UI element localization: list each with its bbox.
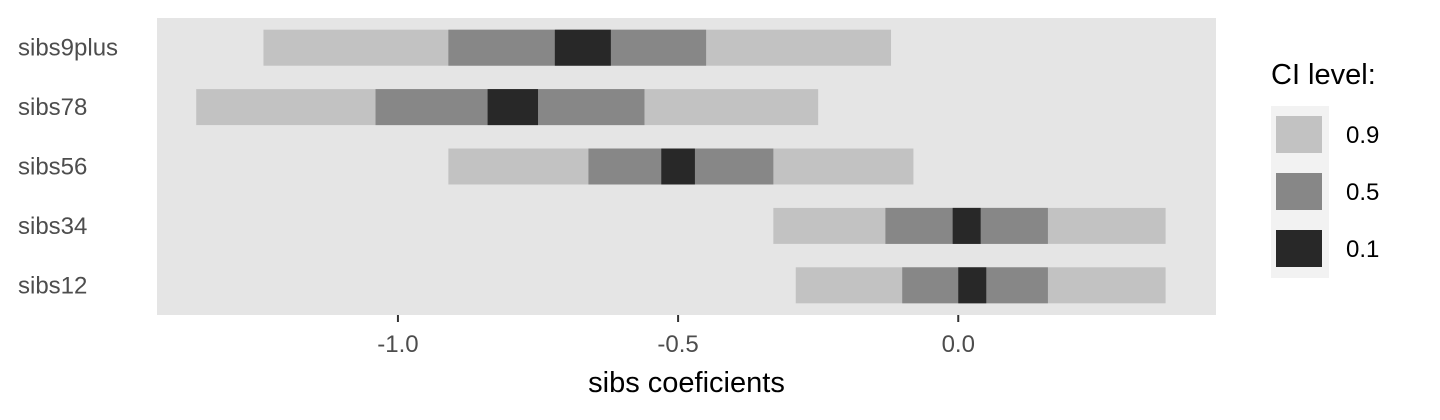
category-label: sibs12	[18, 272, 87, 299]
x-tick-label: -0.5	[657, 331, 698, 358]
x-axis-title: sibs coeficients	[588, 367, 785, 399]
interval-row	[196, 89, 819, 126]
category-label: sibs34	[18, 213, 87, 240]
interval-row	[773, 207, 1166, 244]
legend-key	[1276, 173, 1322, 210]
x-tick-label: -1.0	[377, 331, 418, 358]
interval-row	[795, 267, 1166, 304]
interval-bar-ci10	[952, 207, 981, 244]
category-label: sibs9plus	[18, 35, 118, 62]
legend-key	[1276, 116, 1322, 153]
legend-label: 0.9	[1346, 122, 1379, 149]
x-axis-ticks: -1.0 -0.5 0.0	[377, 315, 975, 358]
interval-bars	[196, 29, 1166, 304]
interval-bar-ci10	[554, 29, 611, 66]
interval-bar-ci10	[958, 267, 987, 304]
interval-row	[448, 148, 914, 185]
legend-label: 0.5	[1346, 179, 1379, 206]
category-label: sibs56	[18, 154, 87, 181]
legend: CI level: 0.9 0.5 0.1	[1271, 59, 1379, 278]
legend-key	[1276, 230, 1322, 267]
category-label: sibs78	[18, 94, 87, 121]
x-tick-label: 0.0	[942, 331, 975, 358]
category-labels: sibs9plus sibs78 sibs56 sibs34 sibs12	[18, 35, 118, 300]
legend-title: CI level:	[1271, 59, 1376, 91]
interval-bar-ci10	[487, 89, 539, 126]
interval-bar-ci10	[661, 148, 695, 185]
interval-row	[263, 29, 892, 66]
legend-label: 0.1	[1346, 236, 1379, 263]
